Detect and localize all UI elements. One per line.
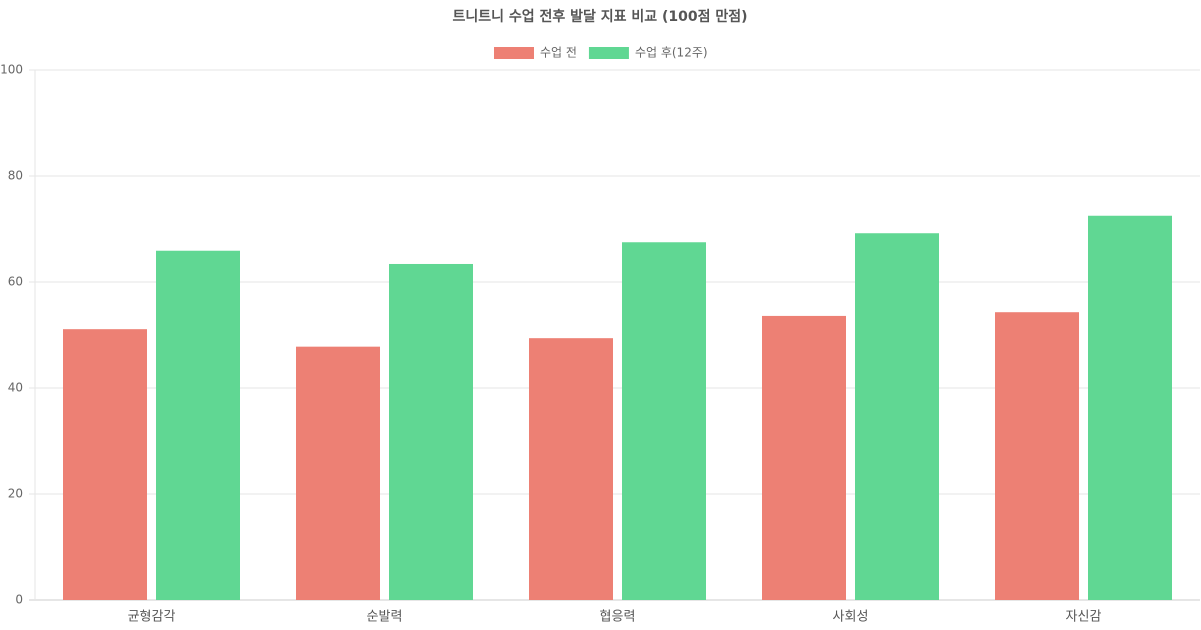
y-tick-label: 20 [8, 487, 23, 501]
bar [1088, 215, 1172, 600]
y-tick-label: 60 [8, 275, 23, 289]
bar [995, 312, 1079, 600]
legend-swatch [494, 47, 534, 59]
legend-label: 수업 전 [540, 46, 577, 60]
bar [622, 242, 706, 600]
bar [63, 329, 147, 600]
x-tick-label: 순발력 [367, 610, 403, 625]
bar [156, 250, 240, 601]
y-tick-label: 0 [15, 593, 23, 607]
bar [296, 346, 380, 600]
y-tick-label: 100 [0, 63, 23, 77]
bar [529, 338, 613, 600]
y-tick-label: 40 [8, 381, 23, 395]
x-tick-label: 균형감각 [128, 610, 176, 625]
bar [855, 233, 939, 601]
y-tick-label: 80 [8, 169, 23, 183]
x-tick-label: 사회성 [833, 610, 869, 625]
x-tick-label: 협응력 [600, 610, 636, 625]
legend-label: 수업 후(12주) [635, 46, 708, 60]
bar [762, 315, 846, 600]
bar [389, 263, 473, 600]
legend-swatch [588, 47, 629, 59]
x-tick-label: 자신감 [1066, 610, 1102, 625]
chart-title: 트니트니 수업 전후 발달 지표 비교 (100점 만점) [452, 8, 747, 25]
